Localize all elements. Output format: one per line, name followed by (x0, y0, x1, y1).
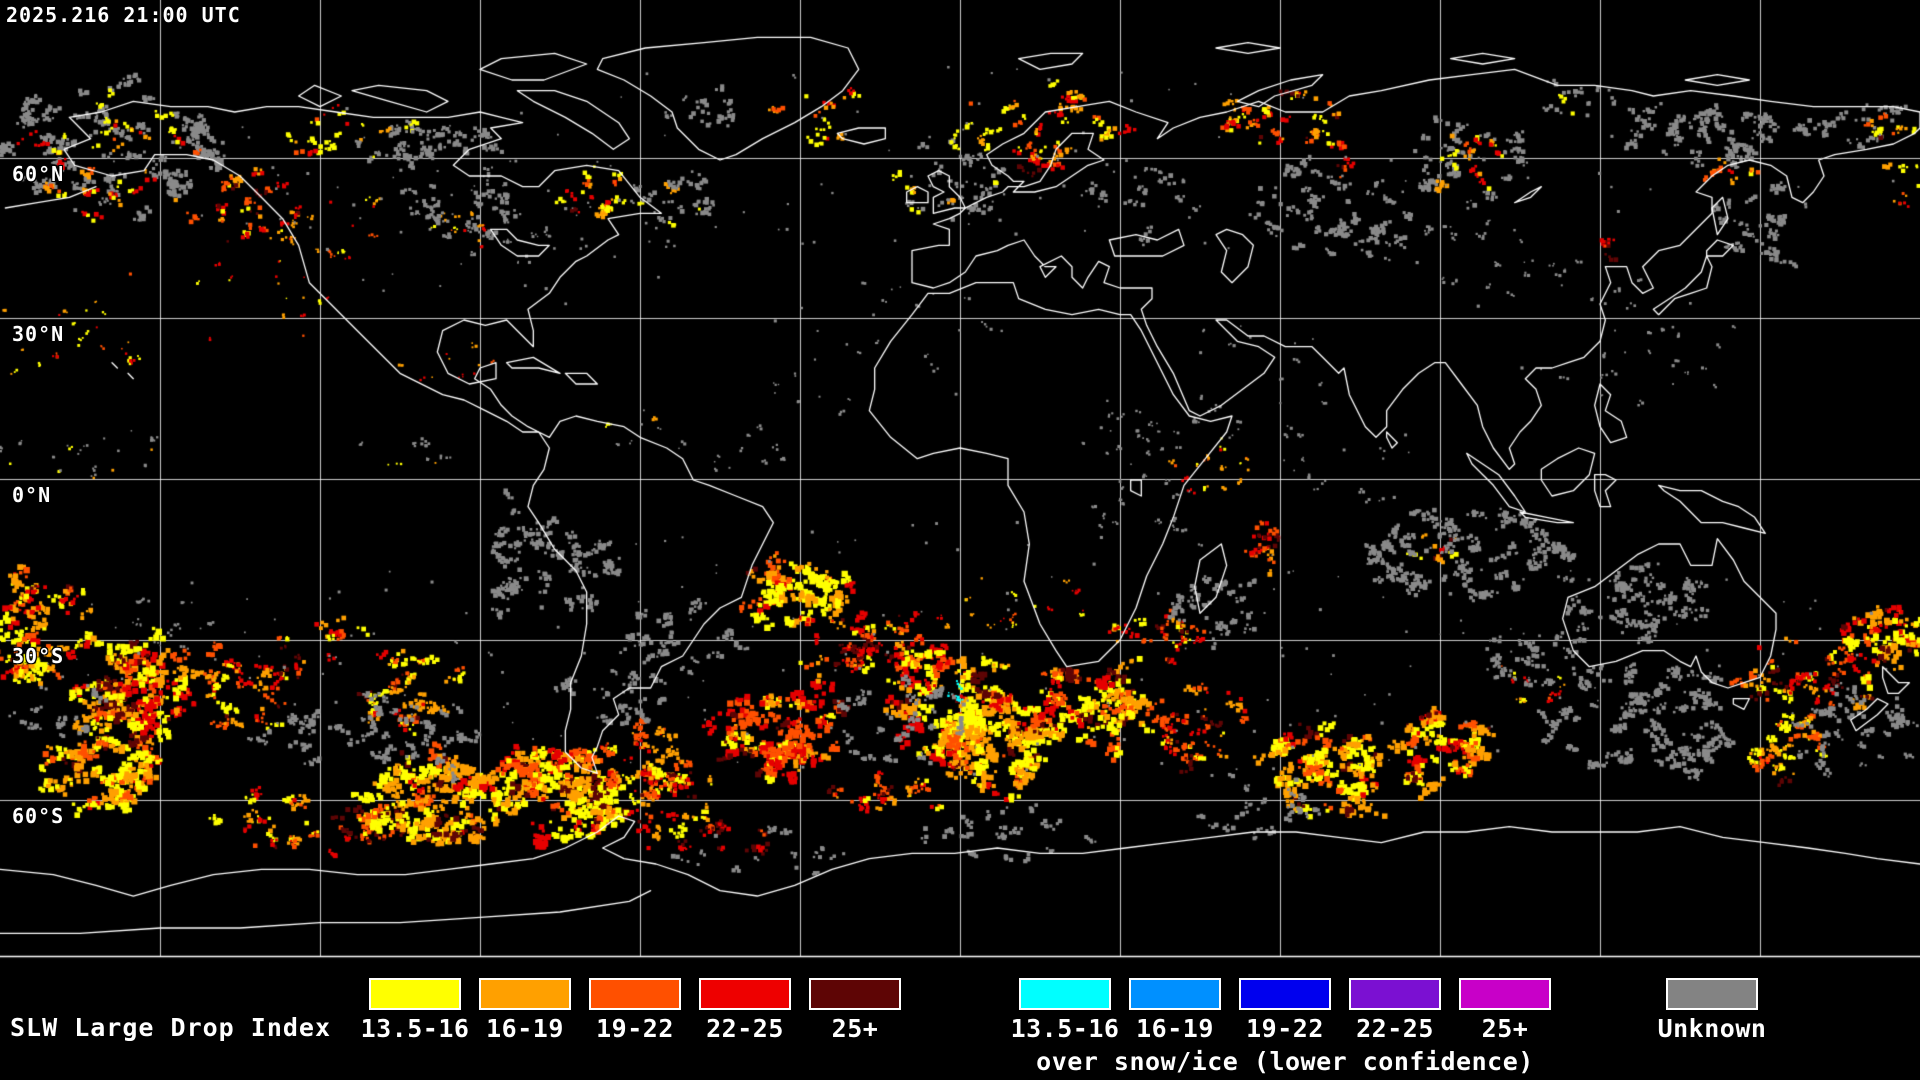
latitude-label: 30°N (12, 322, 65, 346)
latitude-label: 60°N (12, 162, 65, 186)
timestamp: 2025.216 21:00 UTC (6, 3, 241, 27)
snow-swatch-label: 22-25 (1356, 1014, 1434, 1043)
snow-swatch-label: 13.5-16 (1010, 1014, 1120, 1043)
snow-swatch (1239, 978, 1331, 1010)
latitude-label: 0°N (12, 483, 52, 507)
slw-swatch-label: 25+ (831, 1014, 879, 1043)
unknown-swatch (1666, 978, 1758, 1010)
snow-swatch (1019, 978, 1111, 1010)
slw-swatch (809, 978, 901, 1010)
slw-swatch (479, 978, 571, 1010)
legend-title: SLW Large Drop Index (10, 1013, 332, 1042)
slw-swatch-label: 19-22 (596, 1014, 674, 1043)
snow-swatch-label: 25+ (1481, 1014, 1529, 1043)
slw-swatch (589, 978, 681, 1010)
slw-swatch-label: 13.5-16 (360, 1014, 470, 1043)
legend-snow-caption: over snow/ice (lower confidence) (1036, 1047, 1534, 1076)
snow-swatch (1459, 978, 1551, 1010)
snow-swatch (1129, 978, 1221, 1010)
slw-swatch-label: 22-25 (706, 1014, 784, 1043)
slw-swatch (369, 978, 461, 1010)
latitude-label: 30°S (12, 644, 65, 668)
unknown-swatch-label: Unknown (1657, 1014, 1767, 1043)
snow-swatch-label: 16-19 (1136, 1014, 1214, 1043)
latitude-label: 60°S (12, 804, 65, 828)
snow-swatch (1349, 978, 1441, 1010)
slw-swatch-label: 16-19 (486, 1014, 564, 1043)
snow-swatch-label: 19-22 (1246, 1014, 1324, 1043)
slw-swatch (699, 978, 791, 1010)
